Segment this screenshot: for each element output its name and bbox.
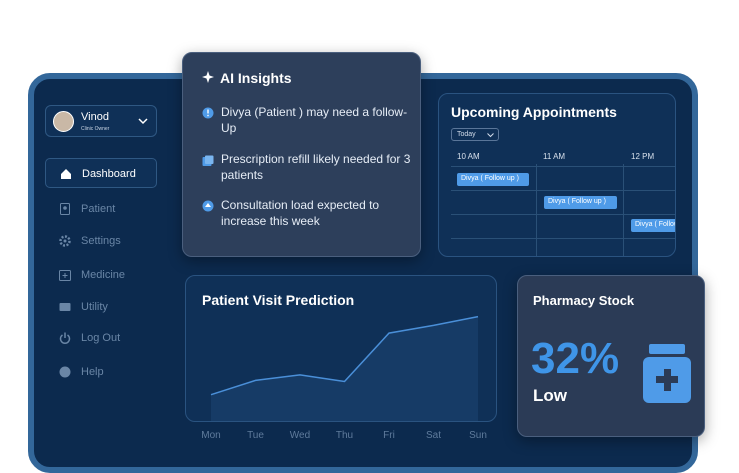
x-tick-label: Sun: [469, 430, 487, 441]
stock-status: Low: [533, 386, 567, 405]
nav-item[interactable]: Help: [45, 357, 157, 387]
x-tick-label: Wed: [290, 430, 310, 441]
time-slot: 12 PM: [631, 152, 655, 161]
nav-label: Settings: [81, 235, 121, 247]
avatar: [53, 111, 74, 132]
nav-item[interactable]: Log Out: [45, 323, 157, 353]
chevron: [487, 133, 494, 138]
pharmacy-card: Pharmacy Stock 32% Low: [517, 275, 705, 437]
appointment[interactable]: Divya ( Follow up ): [457, 173, 529, 186]
visit-prediction-card: Patient Visit Prediction: [185, 275, 497, 422]
insight: Prescription refill likely needed for 3 …: [221, 152, 411, 182]
user-name: Vinod: [81, 111, 109, 123]
nav-icon: [61, 169, 71, 179]
profile-menu[interactable]: Vinod Clinic Owner: [45, 105, 157, 137]
date-filter-label: Today: [457, 131, 476, 138]
x-tick-label: Sat: [426, 430, 441, 441]
nav-icon: [59, 366, 71, 378]
x-tick-label: Thu: [336, 430, 353, 441]
chevron: [138, 118, 148, 125]
nav-label: Log Out: [81, 332, 121, 344]
row-line: [451, 166, 675, 167]
info-icon: [202, 107, 214, 119]
nav-item[interactable]: Settings: [45, 226, 157, 256]
nav-icon: [59, 303, 71, 311]
appointment[interactable]: Divya ( Follow up ): [631, 219, 675, 232]
visit-chart: Mon Tue Wed Thu Fri Sat Sun: [201, 315, 487, 441]
time-slot: 10 AM: [457, 152, 480, 161]
nav-item[interactable]: Patient: [45, 194, 157, 224]
col-line: [536, 164, 537, 256]
nav-label: Dashboard: [82, 168, 136, 180]
line: [210, 315, 479, 396]
nav-icon: [60, 203, 70, 215]
chart-title: Patient Visit Prediction: [202, 292, 355, 308]
row-line: [451, 238, 675, 239]
x-tick-label: Fri: [383, 430, 395, 441]
nav-icon: [59, 235, 71, 247]
appointments-card: Upcoming Appointments Today 10 AM 11 AM …: [438, 93, 676, 257]
bottle-icon: [643, 344, 691, 403]
appointment[interactable]: Divya ( Follow up ): [544, 196, 617, 209]
nav-item[interactable]: Utility: [45, 292, 157, 322]
nav-item[interactable]: Dashboard: [45, 158, 157, 188]
nav-label: Patient: [81, 203, 116, 215]
x-tick-label: Tue: [247, 430, 264, 441]
stock-percent: 32%: [531, 334, 620, 383]
row-line: [451, 190, 675, 191]
insight: Consultation load expected to increase t…: [221, 198, 380, 228]
ai-insights-title: AI Insights: [220, 70, 292, 86]
nav-item[interactable]: Medicine: [45, 260, 157, 290]
user-role: Clinic Owner: [81, 126, 110, 132]
appointments-title: Upcoming Appointments: [451, 104, 617, 120]
date-filter[interactable]: Today: [451, 128, 499, 141]
insight: Divya (Patient ) may need a follow-Up: [221, 105, 408, 135]
col-line: [623, 164, 624, 256]
sparkle-icon: [202, 71, 214, 83]
nav-label: Medicine: [81, 269, 126, 281]
nav-label: Utility: [81, 301, 108, 313]
time-slot: 11 AM: [543, 152, 566, 161]
row-line: [451, 214, 675, 215]
page: {"sidebar": {"user": {"name": "Vinod", "…: [28, 52, 705, 473]
refill-icon: [202, 155, 214, 166]
nav-icon: [59, 332, 71, 344]
area: [211, 316, 478, 421]
pharmacy-title: Pharmacy Stock: [533, 293, 635, 308]
nav-icon: [59, 270, 71, 281]
ai-insights-card: AI Insights Divya (Patient ) may need a …: [182, 52, 421, 257]
x-tick-label: Mon: [201, 430, 220, 441]
trend-icon: [202, 200, 214, 212]
nav-label: Help: [81, 366, 104, 378]
